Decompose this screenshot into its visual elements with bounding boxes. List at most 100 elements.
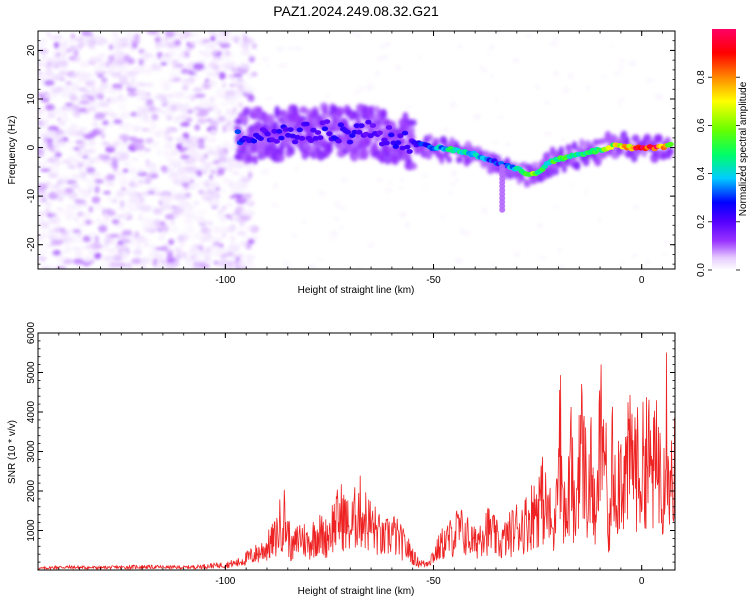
- noise-blob: [226, 145, 232, 149]
- ridge-blob: [344, 129, 351, 135]
- ridge-envelope-blob: [439, 152, 445, 165]
- noise-blob: [175, 103, 187, 110]
- noise-blob: [112, 32, 118, 38]
- noise-blob: [112, 50, 121, 58]
- noise-blob: [154, 93, 164, 101]
- noise-blob: [78, 127, 88, 132]
- colorbar-tick-label: 0.2: [696, 214, 707, 228]
- noise-blob: [602, 35, 608, 39]
- noise-blob: [112, 199, 117, 204]
- noise-blob: [75, 37, 85, 42]
- noise-blob: [567, 73, 572, 76]
- noise-blob: [79, 151, 84, 156]
- noise-blob: [238, 69, 249, 74]
- snr-ticks: -100 -50 0 1000 2000 3000 4000 5000 6000: [26, 321, 675, 587]
- noise-blob: [166, 259, 176, 263]
- noise-blob: [52, 250, 61, 256]
- noise-blob: [126, 34, 136, 39]
- noise-blob: [241, 194, 252, 200]
- noise-blob: [398, 186, 404, 190]
- noise-blob: [229, 195, 238, 199]
- noise-blob: [168, 189, 177, 193]
- noise-blob: [163, 133, 169, 141]
- noise-blob: [323, 95, 332, 98]
- noise-blob: [219, 226, 230, 233]
- noise-blob: [192, 87, 203, 92]
- noise-blob: [457, 44, 463, 48]
- noise-blob: [188, 173, 198, 178]
- noise-blob: [38, 74, 46, 83]
- ridge-envelope-blob: [579, 138, 585, 150]
- noise-blob: [38, 213, 43, 218]
- noise-blob: [562, 87, 570, 94]
- noise-blob: [208, 43, 214, 48]
- noise-blob: [107, 54, 116, 63]
- noise-blob: [184, 225, 196, 230]
- noise-blob: [490, 73, 494, 78]
- ridge-core: [234, 119, 674, 213]
- noise-blob: [169, 73, 181, 79]
- noise-blob: [135, 113, 141, 122]
- noise-blob: [209, 74, 222, 78]
- noise-blob: [375, 70, 380, 77]
- noise-blob: [135, 243, 143, 250]
- y-tick-label: 0: [26, 144, 37, 150]
- spectrogram-panel: -100 -50 0 20 10 0 -10 -20 Height of straight l…: [7, 30, 676, 296]
- noise-blob: [378, 44, 387, 49]
- noise-blob: [109, 113, 118, 119]
- noise-blob: [202, 50, 211, 58]
- noise-blob: [178, 136, 187, 141]
- y-tick-label: 10: [26, 93, 37, 105]
- ridge-envelope-blob: [574, 160, 581, 171]
- noise-blob: [213, 260, 219, 265]
- noise-blob: [217, 259, 230, 267]
- noise-blob: [206, 81, 211, 85]
- ridge-envelope-blob: [407, 125, 415, 135]
- noise-blob: [101, 259, 111, 266]
- noise-blob: [137, 171, 148, 177]
- noise-blob: [183, 94, 190, 100]
- noise-blob: [226, 89, 237, 98]
- noise-blob: [193, 200, 200, 206]
- noise-blob: [236, 231, 246, 236]
- noise-blob: [150, 251, 160, 256]
- noise-blob: [88, 231, 97, 239]
- noise-blob: [80, 191, 92, 198]
- noise-blob: [38, 107, 45, 116]
- ridge-blob: [397, 133, 404, 139]
- noise-blob: [173, 260, 180, 267]
- ridge-blob: [353, 123, 361, 129]
- x-tick-label: 0: [639, 576, 645, 587]
- noise-blob: [230, 238, 236, 244]
- noise-blob: [76, 223, 87, 227]
- noise-blob: [220, 254, 227, 259]
- ridge-blob: [351, 129, 358, 135]
- noise-blob: [44, 79, 55, 86]
- noise-blob: [216, 88, 225, 94]
- noise-blob: [496, 31, 502, 34]
- noise-blob: [147, 253, 153, 260]
- noise-blob: [618, 64, 624, 70]
- noise-blob: [67, 156, 76, 165]
- noise-blob: [87, 41, 96, 49]
- ridge-blob: [321, 126, 329, 132]
- noise-blob: [247, 53, 254, 59]
- noise-blob: [92, 250, 97, 254]
- noise-blob: [553, 36, 559, 41]
- snr-panel: -100 -50 0 1000 2000 3000 4000 5000 6000 Height …: [7, 321, 676, 597]
- ridge-envelope-blob: [380, 108, 387, 120]
- noise-blob: [48, 172, 59, 178]
- noise-blob: [171, 159, 184, 166]
- noise-blob: [250, 235, 260, 240]
- spectrogram-xlabel: Height of straight line (km): [298, 285, 415, 296]
- noise-blob: [191, 182, 196, 186]
- noise-blob: [196, 244, 204, 249]
- noise-blob: [578, 170, 583, 174]
- noise-blob: [88, 140, 96, 147]
- noise-blob: [188, 71, 197, 76]
- noise-blob: [93, 252, 102, 260]
- noise-blob: [116, 194, 124, 199]
- noise-blob: [98, 154, 106, 160]
- noise-blob: [38, 199, 43, 205]
- noise-blob: [271, 203, 279, 208]
